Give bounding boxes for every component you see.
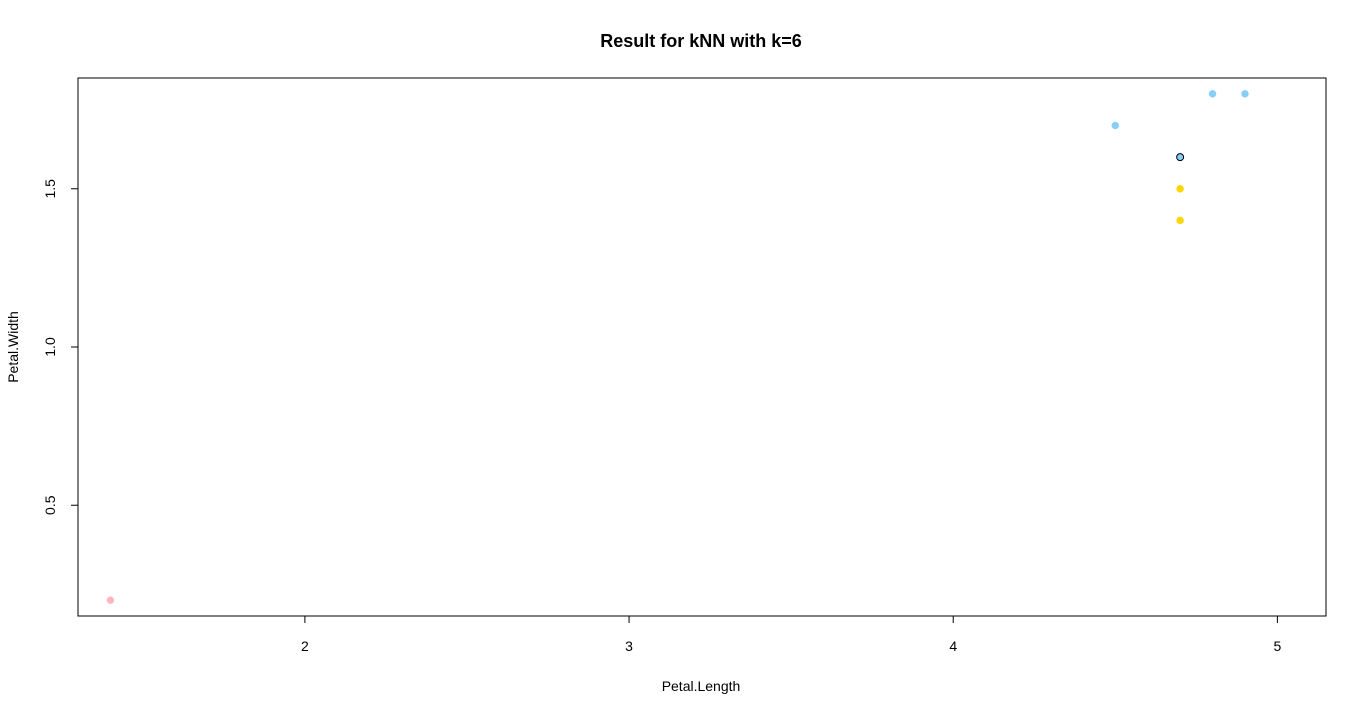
data-point [1176, 216, 1184, 225]
x-tick-label: 4 [949, 638, 957, 654]
data-point [1241, 90, 1249, 98]
x-tick-label: 3 [625, 638, 633, 654]
plot-frame [77, 77, 1327, 617]
y-axis: 0.5 1.0 1.5 [42, 179, 78, 515]
x-axis-label: Petal.Length [662, 678, 741, 694]
y-tick-label: 0.5 [42, 495, 58, 515]
chart-title: Result for kNN with k=6 [600, 31, 802, 51]
y-tick-label: 1.0 [42, 337, 58, 357]
x-tick-label: 2 [301, 638, 309, 654]
y-axis-label: Petal.Width [5, 311, 21, 383]
data-point [106, 596, 115, 604]
data-point [1176, 185, 1184, 193]
x-axis: 2 3 4 5 [301, 616, 1281, 654]
data-point [1208, 90, 1217, 98]
data-points [106, 90, 1249, 604]
data-point [1176, 153, 1185, 162]
data-point [1111, 121, 1120, 130]
y-tick-label: 1.5 [42, 179, 58, 199]
x-tick-label: 5 [1273, 638, 1281, 654]
